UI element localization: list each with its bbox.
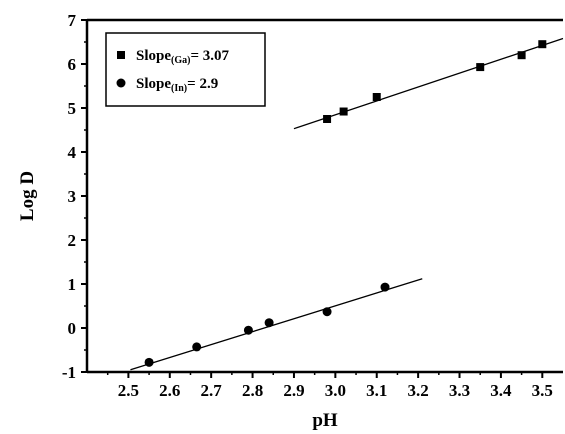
legend: Slope(Ga)= 3.07 Slope(In)= 2.9	[105, 32, 266, 107]
y-tick-label: 1	[68, 275, 77, 294]
x-tick-label: 3.5	[532, 381, 553, 400]
y-tick-label: 7	[68, 11, 77, 30]
x-tick-label: 3.2	[408, 381, 429, 400]
data-point-square	[517, 51, 526, 60]
data-point-square	[323, 115, 332, 123]
legend-marker-square	[117, 51, 125, 59]
data-point-circle	[144, 357, 154, 367]
x-tick-label: 2.7	[201, 381, 223, 400]
x-tick-label: 3.3	[449, 381, 470, 400]
y-tick-label: 4	[68, 143, 77, 162]
series-layer	[130, 37, 564, 371]
y-tick-label: 3	[68, 187, 77, 206]
data-point-circle	[243, 325, 253, 335]
data-point-circle	[264, 318, 274, 328]
x-tick-label: 2.5	[118, 381, 139, 400]
x-tick-label: 2.6	[159, 381, 180, 400]
legend-label: Slope(In)= 2.9	[136, 76, 218, 94]
fit-line-series-1	[130, 278, 423, 371]
x-axis-title: pH	[312, 410, 338, 431]
x-tick-label: 3.4	[490, 381, 512, 400]
data-point-square	[476, 63, 485, 72]
x-tick-label: 3.0	[325, 381, 346, 400]
y-axis-title: Log D	[17, 171, 38, 221]
x-tick-label: 2.8	[242, 381, 263, 400]
axes: -1 0 1 2 3 4 5 6 7 2.5 2.6 2.7 2.8 2.9 3.0 3.1 3.2 3.3 3.4…	[17, 11, 563, 431]
y-tick-label: 2	[68, 231, 77, 250]
legend-label: Slope(Ga)= 3.07	[136, 48, 230, 66]
y-tick-label: 0	[68, 319, 77, 338]
data-point-circle	[322, 307, 332, 317]
data-point-square	[538, 40, 547, 49]
y-tick-label: -1	[62, 363, 76, 382]
legend-box	[105, 32, 266, 107]
data-point-circle	[380, 282, 390, 292]
x-tick-label: 3.1	[366, 381, 387, 400]
x-tick-label: 2.9	[283, 381, 304, 400]
data-point-circle	[192, 342, 202, 352]
legend-marker-circle	[116, 78, 126, 88]
y-tick-label: 6	[68, 55, 77, 74]
data-point-square	[339, 107, 348, 116]
y-tick-label: 5	[68, 99, 77, 118]
data-point-square	[372, 93, 381, 101]
